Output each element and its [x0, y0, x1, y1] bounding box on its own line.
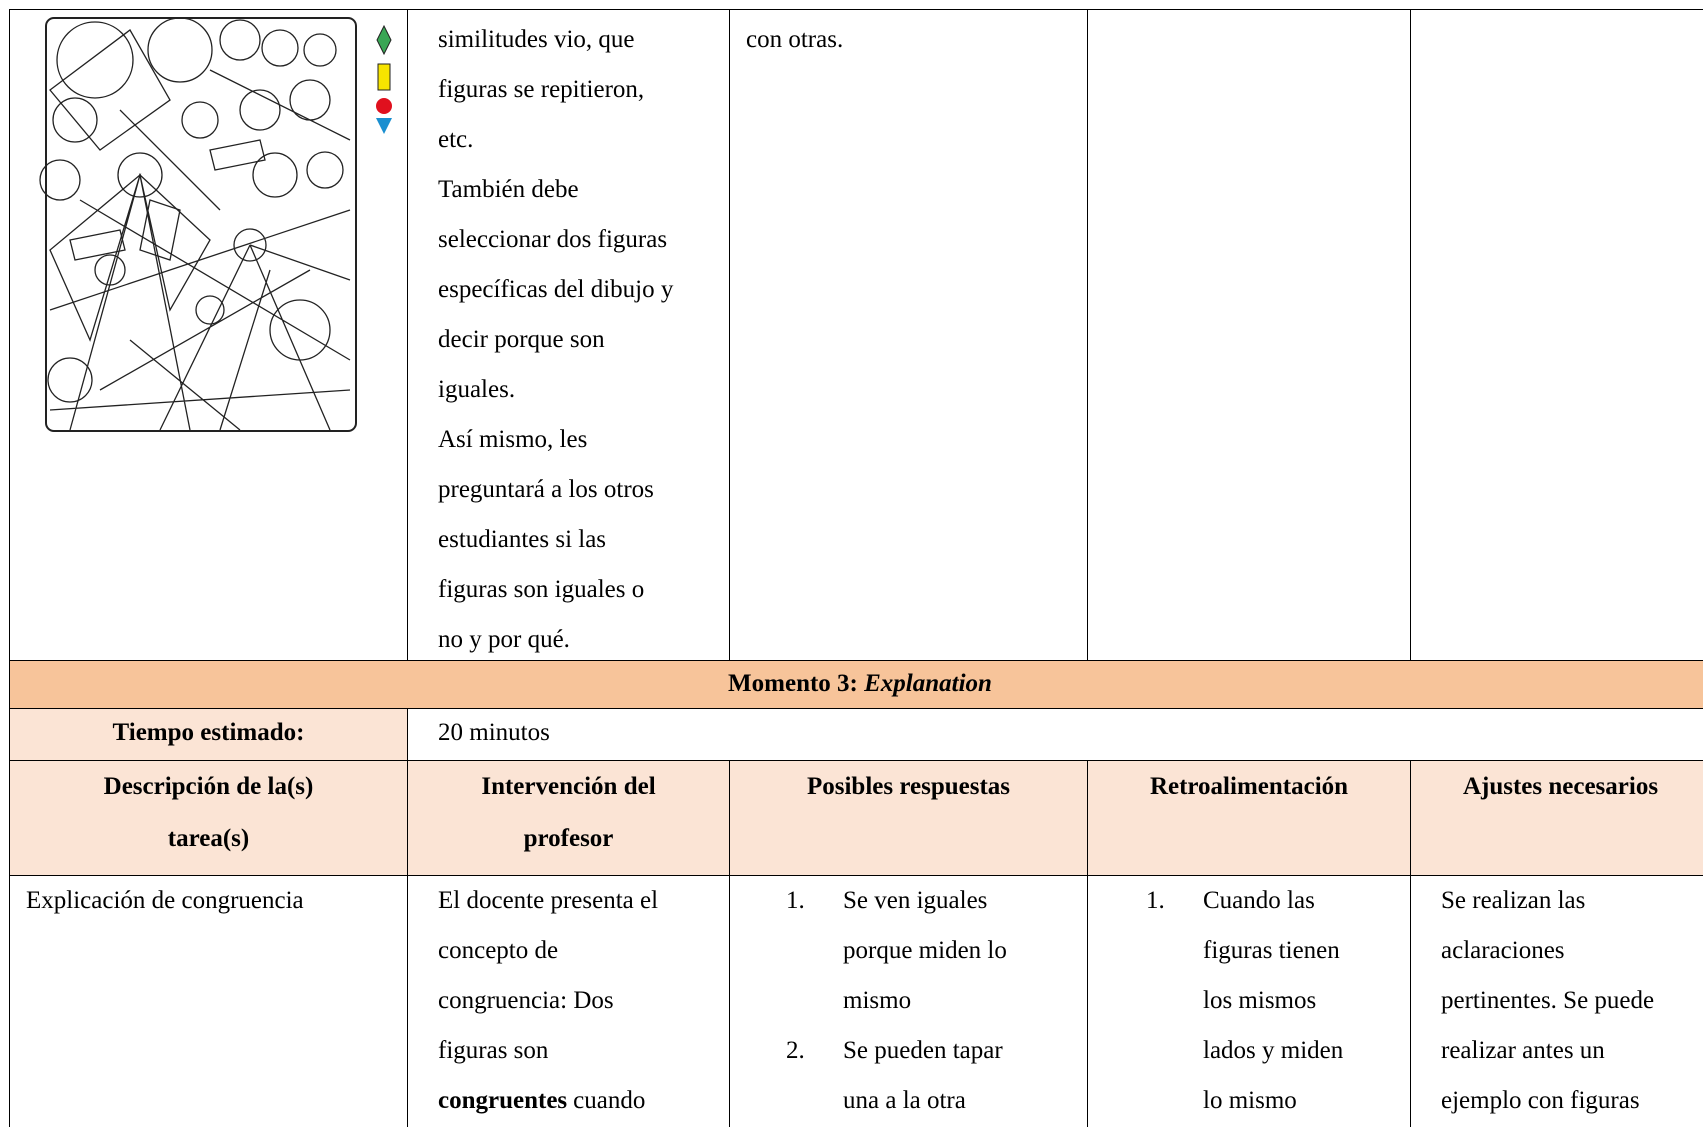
text-line: Así mismo, les: [438, 426, 588, 453]
column-header: Ajustes necesarios: [1410, 760, 1703, 875]
shape-icons: [376, 24, 392, 134]
text-line: concepto de: [438, 937, 559, 964]
cell: El docente presenta el concepto de congrue…: [407, 875, 729, 1127]
text-line: También debe: [438, 176, 579, 203]
text-line: Se realizan las: [1441, 887, 1586, 914]
text-line: lo mismo: [1203, 1087, 1297, 1114]
list-item: 2. Se pueden tapar una a la otra: [786, 1026, 1087, 1126]
text-line: ejemplo con figuras: [1441, 1087, 1640, 1114]
text-line: preguntará a los otros: [438, 476, 654, 503]
text-line: etc.: [438, 126, 474, 153]
cell: 1. Se ven iguales porque miden lo mismo 2. Se…: [729, 875, 1087, 1127]
moment-name: Explanation: [864, 670, 992, 697]
text-line: aclaraciones: [1441, 937, 1565, 964]
text-line: específicas del dibujo y: [438, 276, 674, 303]
cell: [1087, 9, 1410, 660]
list-item: 1. Se ven iguales porque miden lo mismo: [786, 876, 1087, 1026]
text-line: seleccionar dos figuras: [438, 226, 668, 253]
text-line: pertinentes. Se puede: [1441, 987, 1655, 1014]
cell: [1410, 9, 1703, 660]
text-line: lados y miden: [1203, 1037, 1344, 1064]
column-header: Descripción de la(s) tarea(s): [9, 760, 407, 875]
text-line: una a la otra: [843, 1087, 966, 1114]
list-number: 2.: [786, 1037, 805, 1064]
time-value: 20 minutos: [407, 708, 1703, 760]
cell: similitudes vio, que figuras se repitiero…: [407, 9, 729, 660]
text-line: porque miden lo: [843, 937, 1007, 964]
text-line: congruencia: Dos: [438, 987, 614, 1014]
cell: Se realizan las aclaraciones pertinentes. …: [1410, 875, 1703, 1127]
bold-term: congruentes: [438, 1087, 568, 1114]
moment-row: Momento 3: Explanation: [9, 660, 1703, 708]
text-line: realizar antes un: [1441, 1037, 1605, 1064]
text-line: no y por qué.: [438, 626, 570, 653]
text-line: mismo: [843, 987, 912, 1014]
text-line: congruentes cuando: [438, 1076, 729, 1126]
list-number: 1.: [1146, 887, 1165, 914]
text-line: con otras.: [746, 26, 844, 53]
list-item: 1. Cuando las figuras tienen los mismos lado…: [1146, 876, 1410, 1126]
text-line: decir porque son: [438, 326, 605, 353]
text-line: figuras tienen: [1203, 937, 1340, 964]
text-line: similitudes vio, que: [438, 26, 635, 53]
text-line: iguales.: [438, 376, 516, 403]
cell: 1. Cuando las figuras tienen los mismos lado…: [1087, 875, 1410, 1127]
image-cell: [9, 9, 407, 660]
text-line: El docente presenta el: [438, 887, 659, 914]
text-line: Se pueden tapar: [843, 1037, 1003, 1064]
column-header: Posibles respuestas: [729, 760, 1087, 875]
cell: con otras.: [729, 9, 1087, 660]
time-label: Tiempo estimado:: [9, 708, 407, 760]
moment-prefix: Momento 3:: [728, 670, 858, 697]
list-number: 1.: [786, 887, 805, 914]
column-header: Intervención del profesor: [407, 760, 729, 875]
text-line: figuras se repitieron,: [438, 76, 645, 103]
text-line: Explicación de congruencia: [26, 887, 304, 914]
cell: Explicación de congruencia: [9, 875, 407, 1127]
text: cuando: [573, 1087, 646, 1114]
text-line: figuras son: [438, 1037, 549, 1064]
column-header: Retroalimentación: [1087, 760, 1410, 875]
text-line: los mismos: [1203, 987, 1317, 1014]
figure-drawing: [39, 17, 357, 432]
text-line: Cuando las: [1203, 887, 1315, 914]
text-line: Se ven iguales: [843, 887, 988, 914]
top-border: [9, 9, 1703, 10]
text-line: figuras son iguales o: [438, 576, 645, 603]
text-line: estudiantes si las: [438, 526, 607, 553]
